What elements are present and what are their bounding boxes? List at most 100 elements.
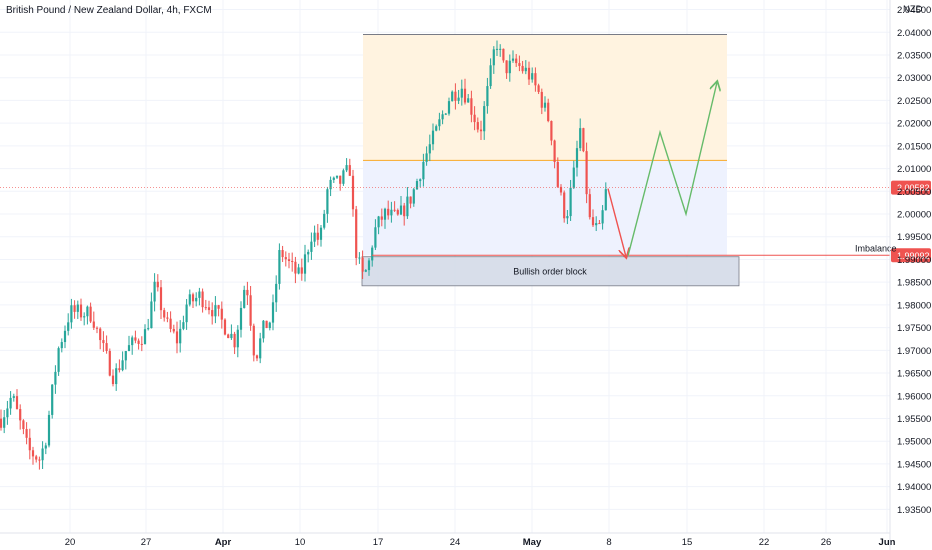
x-tick-label: 26 <box>821 537 832 548</box>
candle-body <box>540 91 543 108</box>
candle-body <box>399 205 403 215</box>
candle-body <box>367 260 371 271</box>
candle-body <box>553 140 556 162</box>
candle-body <box>204 307 207 309</box>
imbalance-price-label: 1.99092 <box>897 251 930 261</box>
candle-body <box>179 328 182 344</box>
candle-body <box>207 307 211 311</box>
order-block-zone <box>361 256 740 287</box>
candle-body <box>188 294 191 305</box>
x-tick-label: 24 <box>450 537 461 548</box>
candle-body <box>575 148 579 168</box>
y-tick-label: 1.94000 <box>897 482 931 493</box>
candle-body <box>211 310 214 317</box>
candle-body <box>108 350 111 376</box>
candle-body <box>393 209 396 211</box>
x-tick-label: 8 <box>606 537 611 548</box>
candle-body <box>102 340 105 344</box>
candle-body <box>409 196 412 204</box>
candle-body <box>559 186 563 193</box>
y-tick-label: 1.97500 <box>897 323 931 334</box>
y-tick-label: 2.00500 <box>897 187 931 198</box>
candle-body <box>268 322 271 329</box>
candle-body <box>230 333 233 339</box>
candle-body <box>67 322 70 331</box>
candle-body <box>163 310 166 318</box>
candle-body <box>495 48 499 50</box>
x-tick-label: 10 <box>295 537 306 548</box>
candle-body <box>239 307 243 330</box>
candle-body <box>291 260 294 262</box>
candle-body <box>83 316 86 318</box>
candle-body <box>415 181 419 190</box>
y-tick-label: 2.04000 <box>897 28 931 39</box>
candle-body <box>339 175 342 184</box>
imbalance-price-tag <box>891 248 931 263</box>
candle-body <box>140 343 143 345</box>
candle-body <box>483 106 486 132</box>
candle-body <box>390 209 393 216</box>
candle-body <box>233 333 236 348</box>
candle-body <box>396 210 399 215</box>
y-tick-label: 1.99500 <box>897 232 931 243</box>
candle-body <box>473 114 476 123</box>
candle-body <box>111 375 115 385</box>
candle-body <box>425 153 428 162</box>
candle-body <box>297 267 300 274</box>
x-tick-label: May <box>523 537 542 548</box>
candle-body <box>73 305 76 312</box>
candle-body <box>508 60 511 74</box>
candle-body <box>332 177 335 180</box>
candle-body <box>95 327 99 329</box>
candle-body <box>505 60 508 74</box>
candle-body <box>6 408 9 418</box>
candle-body <box>166 317 169 319</box>
y-tick-label: 1.96500 <box>897 369 931 380</box>
candle-body <box>585 151 588 195</box>
candle-body <box>499 48 502 50</box>
candle-body <box>492 49 495 66</box>
candle-body <box>342 170 345 184</box>
candle-body <box>252 325 255 356</box>
candle-body <box>326 189 329 214</box>
y-tick-label: 1.94500 <box>897 459 931 470</box>
x-tick-label: Jun <box>879 537 896 548</box>
candle-body <box>444 113 447 115</box>
candle-body <box>351 175 355 210</box>
candle-body <box>99 328 102 341</box>
candle-body <box>438 119 441 127</box>
y-tick-label: 1.95500 <box>897 414 931 425</box>
candle-body <box>159 287 163 311</box>
candle-body <box>121 360 124 371</box>
candle-body <box>243 289 246 308</box>
candle-body <box>223 319 227 335</box>
y-tick-label: 2.02500 <box>897 96 931 107</box>
candle-body <box>9 397 12 409</box>
candle-body <box>371 247 374 261</box>
candle-body <box>582 128 585 152</box>
candle-body <box>153 281 156 302</box>
candle-body <box>246 289 249 296</box>
y-tick-label: 2.00000 <box>897 210 931 221</box>
candle-body <box>220 308 223 320</box>
candle-body <box>255 355 259 359</box>
candle-body <box>531 73 534 80</box>
candle-body <box>63 330 67 343</box>
candle-body <box>54 371 57 385</box>
candle-body <box>195 297 198 302</box>
candle-body <box>406 196 409 217</box>
candle-body <box>249 295 252 326</box>
candles <box>0 40 607 470</box>
candle-body <box>534 73 537 86</box>
candle-body <box>201 291 204 308</box>
candle-body <box>12 396 15 398</box>
candle-body <box>0 418 3 428</box>
candle-body <box>595 223 598 226</box>
candle-body <box>355 209 358 259</box>
candle-body <box>460 88 463 98</box>
candle-body <box>185 304 188 323</box>
candle-body <box>92 321 95 328</box>
candle-body <box>422 161 425 180</box>
